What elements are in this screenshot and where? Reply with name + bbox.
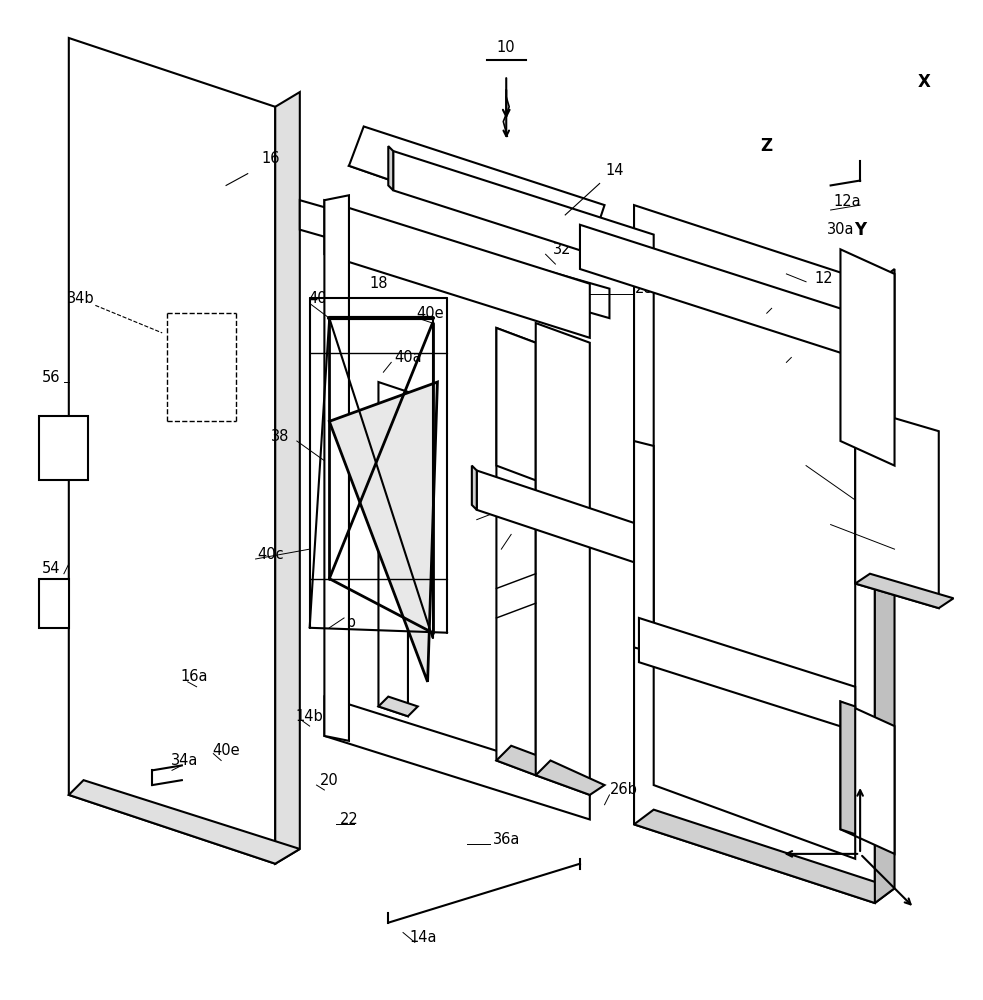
- Polygon shape: [349, 126, 605, 249]
- Text: 36b: 36b: [492, 502, 520, 517]
- Polygon shape: [472, 466, 477, 510]
- Polygon shape: [393, 151, 654, 274]
- Text: 14: 14: [606, 163, 623, 178]
- Text: 40d: 40d: [309, 291, 336, 306]
- Text: 34b: 34b: [67, 291, 94, 306]
- Text: 52: 52: [838, 512, 856, 527]
- Text: 40a: 40a: [394, 350, 422, 365]
- Polygon shape: [39, 416, 88, 480]
- Polygon shape: [855, 574, 954, 608]
- Text: 40c: 40c: [257, 547, 284, 562]
- Polygon shape: [39, 579, 69, 628]
- Text: 12: 12: [815, 271, 833, 286]
- Text: 40b: 40b: [328, 615, 356, 630]
- Text: 18: 18: [370, 276, 387, 291]
- Polygon shape: [349, 146, 609, 249]
- Text: 54: 54: [42, 561, 60, 576]
- Text: 30: 30: [807, 453, 825, 468]
- Polygon shape: [840, 249, 895, 466]
- Text: 30a: 30a: [827, 222, 854, 237]
- Text: 34a: 34a: [171, 753, 199, 768]
- Text: X: X: [917, 73, 931, 91]
- Polygon shape: [875, 269, 895, 903]
- Text: 40e: 40e: [417, 306, 444, 321]
- Polygon shape: [300, 200, 609, 318]
- Text: 26b: 26b: [610, 782, 638, 797]
- Polygon shape: [378, 697, 418, 716]
- Text: 24: 24: [778, 296, 795, 311]
- Polygon shape: [69, 780, 300, 864]
- Polygon shape: [840, 702, 855, 834]
- Text: Y: Y: [854, 221, 866, 239]
- Text: 12a: 12a: [834, 194, 861, 209]
- Polygon shape: [654, 249, 855, 859]
- Polygon shape: [580, 225, 855, 357]
- Polygon shape: [496, 746, 550, 775]
- Polygon shape: [536, 323, 590, 795]
- Polygon shape: [477, 471, 654, 569]
- Polygon shape: [496, 328, 536, 480]
- Polygon shape: [324, 200, 590, 338]
- Text: 28a: 28a: [635, 281, 663, 296]
- Polygon shape: [69, 38, 275, 864]
- Text: 14a: 14a: [409, 930, 436, 945]
- Polygon shape: [840, 702, 895, 854]
- Polygon shape: [634, 441, 654, 652]
- Polygon shape: [639, 618, 855, 731]
- Text: 14b: 14b: [296, 709, 323, 724]
- Polygon shape: [388, 146, 393, 190]
- Text: 56: 56: [42, 370, 60, 385]
- Text: 10: 10: [497, 40, 515, 55]
- Text: 28b: 28b: [502, 537, 530, 552]
- Polygon shape: [324, 195, 349, 741]
- Text: 16: 16: [261, 151, 279, 166]
- Polygon shape: [855, 407, 939, 608]
- Polygon shape: [634, 810, 895, 903]
- Polygon shape: [324, 697, 590, 819]
- Polygon shape: [496, 328, 536, 775]
- Polygon shape: [634, 205, 875, 903]
- Polygon shape: [329, 382, 437, 682]
- Polygon shape: [378, 382, 408, 716]
- Text: 26a: 26a: [790, 345, 818, 360]
- Text: 20: 20: [319, 773, 339, 788]
- Text: 32: 32: [553, 242, 571, 257]
- Polygon shape: [275, 92, 300, 864]
- Text: Z: Z: [761, 137, 773, 155]
- Polygon shape: [536, 760, 605, 795]
- Text: 16a: 16a: [181, 669, 208, 684]
- Text: 30a: 30a: [778, 817, 805, 832]
- Text: 38: 38: [271, 429, 289, 444]
- Text: 22: 22: [339, 812, 359, 827]
- Text: 40e: 40e: [212, 743, 240, 758]
- Text: 36a: 36a: [492, 832, 520, 847]
